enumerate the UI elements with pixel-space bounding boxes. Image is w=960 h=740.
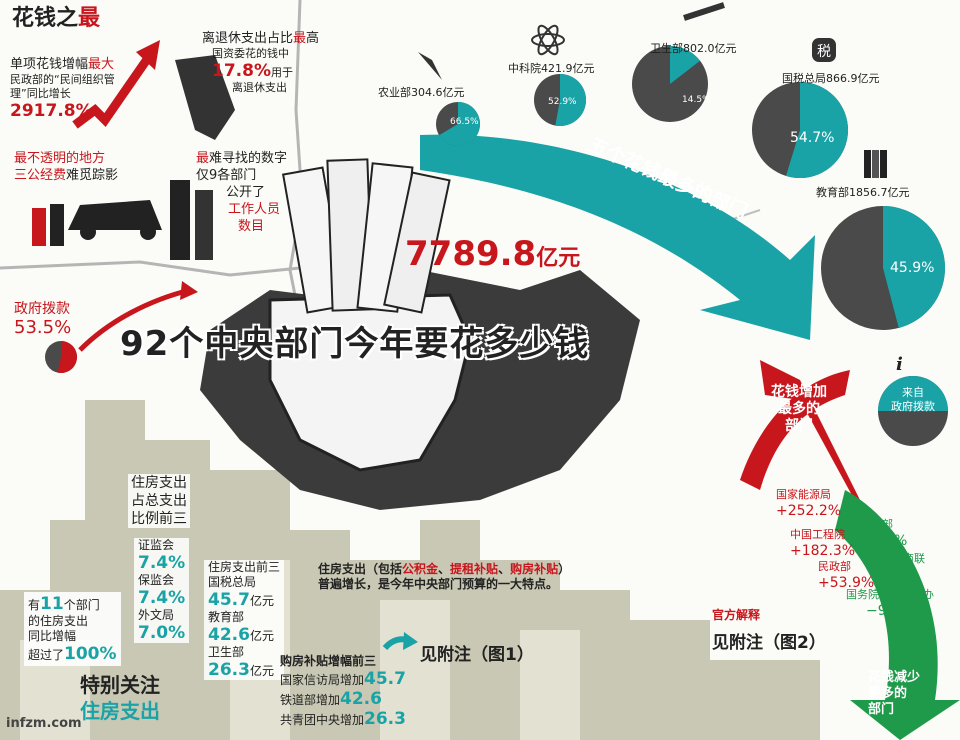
pie-category-label: 卫生部802.0亿元 <box>650 41 737 55</box>
legend-pie <box>878 376 948 446</box>
increase-list-item: 民政部 +53.9% <box>818 560 875 591</box>
gov-funding: 政府拨款 53.5% <box>14 301 72 338</box>
purchase-subsidy-list: 购房补贴增幅前三 国家信访局增加45.7 铁道部增加42.6 共青团中央增加26… <box>280 654 406 729</box>
decrease-label: 花钱减少 最多的 部门 <box>868 670 921 717</box>
retiree-silhouette <box>175 55 235 140</box>
watermark: infzm.com <box>6 716 82 731</box>
officials-silhouette <box>170 180 213 260</box>
main-title: 92个中央部门今年要花多少钱 <box>120 324 590 364</box>
crack-line <box>0 260 301 277</box>
increase-list-item: 中国工程院 +182.3% <box>790 528 856 559</box>
housing-rank-list: 证监会 7.4% 保监会 7.4% 外文局 7.0% <box>134 538 190 643</box>
pie-category-label: 教育部1856.7亿元 <box>816 185 910 199</box>
decrease-list-item: 全国工商联 −9.6% <box>870 552 925 583</box>
pie-slice-4 <box>883 206 946 328</box>
pie-category-label: 中科院421.9亿元 <box>508 61 595 75</box>
housing-top-list: 住房支出前三 国税总局 45.7亿元 教育部 42.6亿元 卫生部 26.3亿元 <box>204 560 285 680</box>
total-budget: 7789.8亿元 <box>405 234 581 274</box>
coin-bag-icon: 税 <box>812 38 836 62</box>
pie-slice-0 <box>439 101 480 146</box>
official-note: 见附注（图2） <box>712 633 826 653</box>
fact-opaque: 最不透明的地方 三公经费难觅踪影 <box>14 151 119 183</box>
fact-retirement: 离退休支出占比最高 国资委花的钱中 17.8%用于 离退休支出 <box>202 31 320 94</box>
pie-share-label: 14.5% <box>682 95 711 105</box>
pie-share-label: 66.5% <box>450 117 479 127</box>
section-title: 花钱之最 <box>12 6 101 31</box>
increase-arrow <box>760 360 860 510</box>
svg-text:税: 税 <box>817 44 831 60</box>
gov-arrow <box>78 287 191 352</box>
fact-staff: 最难寻找的数字 仅9各部门 公开了 工作人员 数目 <box>196 151 288 234</box>
pie-share-label: 54.7% <box>790 130 834 146</box>
pie-share-label: 45.9% <box>890 260 934 276</box>
atom-icon <box>531 24 565 56</box>
pie-category-label: 国税总局866.9亿元 <box>782 71 880 85</box>
decrease-list-item: 监察部 −6.7% <box>860 518 908 549</box>
rise-arrow <box>72 52 154 129</box>
special-focus: 特别关注 住房支出 <box>80 673 160 723</box>
gov-pie <box>45 340 78 373</box>
decrease-list-item: 国务院南水北调办 −95.9% <box>846 588 934 619</box>
syringe-icon <box>683 2 725 21</box>
decrease-arrow <box>835 490 960 740</box>
pie-share-label: 52.9% <box>548 97 577 107</box>
top-five-arrow <box>420 134 815 340</box>
fact-largest-increase: 单项花钱增幅最大 民政部的“民间组织管 理”同比增长 2917.8% <box>10 57 115 121</box>
bottles-icon <box>32 204 64 246</box>
housing-rank-title: 住房支出 占总支出 比例前三 <box>128 474 190 528</box>
cash-bundle <box>281 158 451 314</box>
pie-category-label: 农业部304.6亿元 <box>378 85 465 99</box>
increase-list: 国家能源局 +252.2% <box>776 488 842 519</box>
info-icon: i <box>896 354 903 375</box>
pie-slice-1 <box>555 74 587 127</box>
pie-slice-3 <box>786 82 848 178</box>
official-label: 官方解释 <box>712 608 761 622</box>
car-icon <box>68 200 162 240</box>
carrot-icon <box>418 52 442 80</box>
legend-text: 来自 政府拨款 <box>891 386 935 413</box>
increase-label: 花钱增加 最多的 部门 <box>771 384 827 434</box>
pie-slice-2 <box>670 46 701 84</box>
see-note-1: 见附注（图1） <box>420 645 534 665</box>
fist <box>268 293 472 472</box>
housing-note: 住房支出（包括公积金、提租补贴、购房补贴） 普遍增长，是今年中央部门预算的一大特… <box>318 562 571 591</box>
books-icon <box>864 150 887 178</box>
housing-growth: 有11个部门 的住房支出 同比增幅 超过了100% <box>24 592 121 666</box>
